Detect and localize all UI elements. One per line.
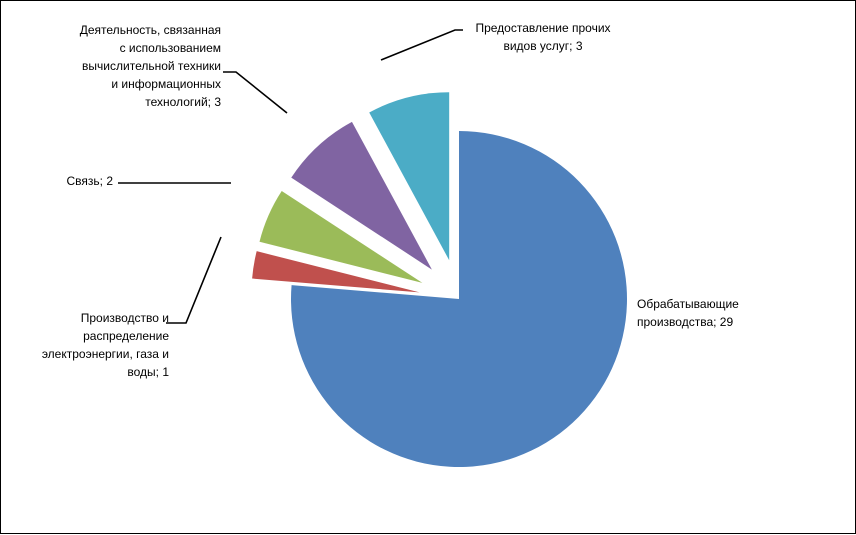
slice-energy-gas-water	[252, 251, 420, 293]
label-it-activity: Деятельность, связанная с использованием…	[79, 23, 221, 109]
label-energy-gas-water: Производство и распределение электроэнер…	[41, 311, 169, 379]
slice-communications	[259, 191, 423, 283]
leader-it-activity	[223, 71, 288, 114]
label-other-services: Предоставление прочих видов услуг; 3	[475, 21, 611, 53]
leader-energy-gas-water	[166, 236, 222, 324]
slice-other-services	[369, 92, 450, 261]
label-manufacturing: Обрабатывающие производства; 29	[637, 297, 739, 329]
label-communications: Связь; 2	[66, 174, 114, 188]
slice-it-activity	[291, 121, 432, 270]
leader-other-services	[380, 29, 463, 61]
slice-manufacturing	[290, 131, 627, 467]
